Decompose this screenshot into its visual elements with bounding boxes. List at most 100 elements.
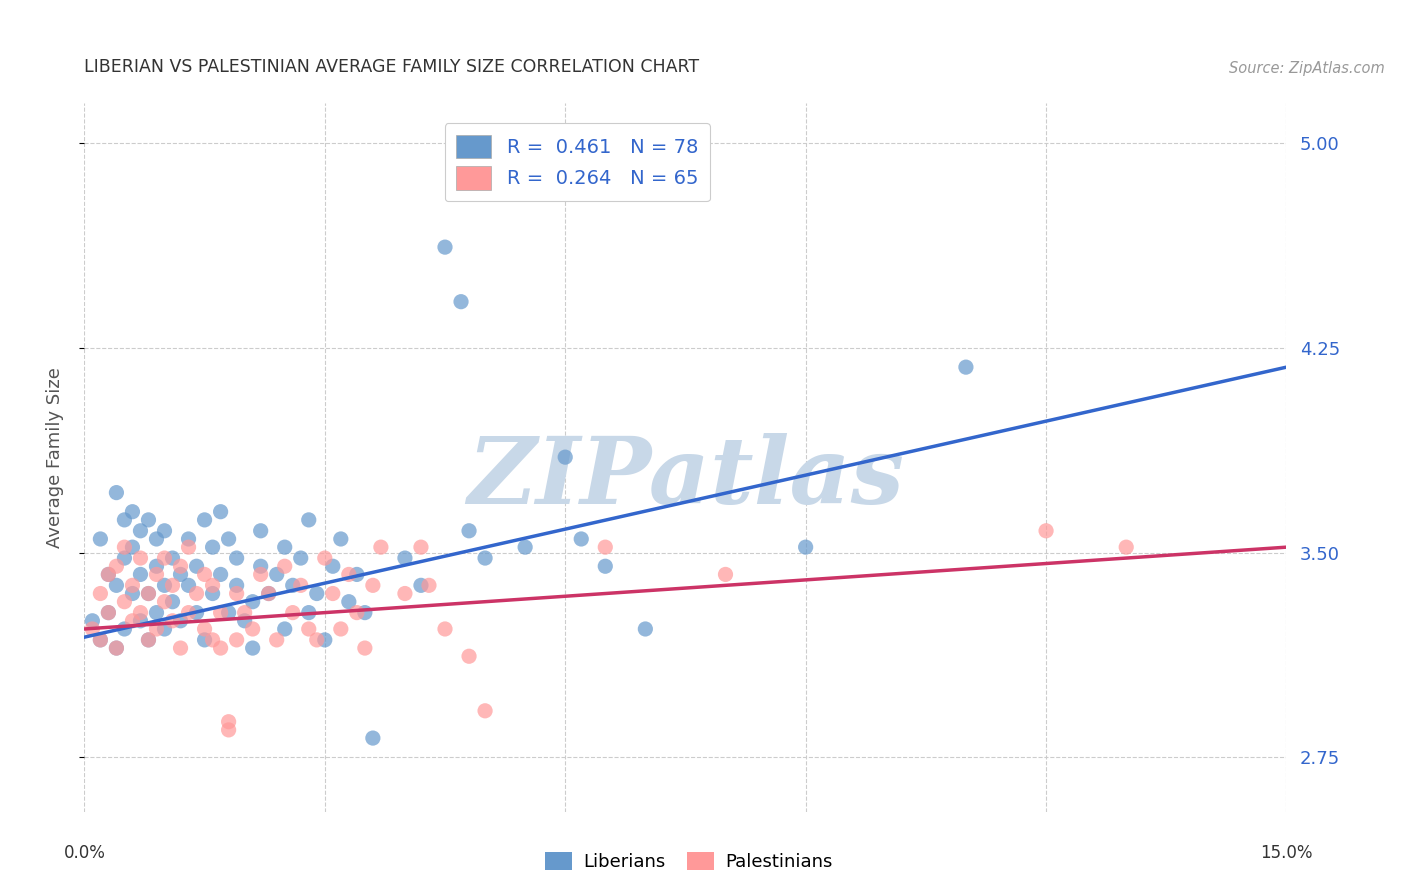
Point — [266, 567, 288, 582]
Point — [242, 595, 264, 609]
Point — [114, 595, 135, 609]
Point — [474, 551, 496, 566]
Point — [177, 540, 200, 554]
Point — [177, 578, 200, 592]
Y-axis label: Average Family Size: Average Family Size — [45, 367, 63, 548]
Point — [201, 540, 224, 554]
Point — [209, 641, 232, 656]
Point — [370, 540, 392, 554]
Point — [794, 540, 817, 554]
Point — [322, 586, 344, 600]
Point — [257, 586, 280, 600]
Point — [97, 606, 120, 620]
Point — [314, 551, 336, 566]
Point — [458, 524, 481, 538]
Point — [177, 606, 200, 620]
Point — [201, 586, 224, 600]
Point — [354, 606, 377, 620]
Point — [105, 485, 128, 500]
Point — [249, 559, 271, 574]
Point — [346, 606, 368, 620]
Point — [329, 622, 352, 636]
Point — [162, 614, 184, 628]
Point — [114, 513, 135, 527]
Point — [329, 532, 352, 546]
Point — [434, 240, 457, 254]
Point — [298, 622, 321, 636]
Point — [105, 641, 128, 656]
Point — [361, 578, 384, 592]
Point — [145, 606, 167, 620]
Point — [955, 360, 977, 375]
Point — [225, 632, 247, 647]
Point — [305, 632, 328, 647]
Point — [121, 578, 143, 592]
Point — [114, 622, 135, 636]
Point — [290, 578, 312, 592]
Text: ZIPatlas: ZIPatlas — [467, 434, 904, 524]
Point — [409, 540, 432, 554]
Point — [298, 606, 321, 620]
Point — [114, 551, 135, 566]
Point — [194, 622, 217, 636]
Point — [89, 632, 111, 647]
Point — [186, 606, 208, 620]
Point — [138, 586, 160, 600]
Point — [162, 595, 184, 609]
Point — [418, 578, 440, 592]
Point — [249, 524, 271, 538]
Point — [242, 622, 264, 636]
Point — [138, 632, 160, 647]
Point — [450, 294, 472, 309]
Point — [153, 524, 176, 538]
Point — [89, 532, 111, 546]
Point — [337, 567, 360, 582]
Point — [233, 606, 256, 620]
Point — [177, 532, 200, 546]
Point — [314, 632, 336, 647]
Point — [209, 567, 232, 582]
Point — [105, 559, 128, 574]
Point — [218, 606, 240, 620]
Point — [138, 632, 160, 647]
Point — [595, 559, 617, 574]
Point — [153, 551, 176, 566]
Point — [249, 567, 271, 582]
Point — [346, 567, 368, 582]
Point — [194, 632, 217, 647]
Point — [194, 513, 217, 527]
Point — [121, 540, 143, 554]
Point — [554, 450, 576, 465]
Point — [1115, 540, 1137, 554]
Point — [218, 714, 240, 729]
Point — [129, 567, 152, 582]
Point — [129, 606, 152, 620]
Point — [361, 731, 384, 745]
Legend: Liberians, Palestinians: Liberians, Palestinians — [538, 845, 839, 879]
Point — [209, 606, 232, 620]
Point — [145, 567, 167, 582]
Point — [225, 551, 247, 566]
Point — [354, 641, 377, 656]
Point — [218, 723, 240, 737]
Point — [515, 540, 537, 554]
Point — [595, 540, 617, 554]
Point — [458, 649, 481, 664]
Point — [281, 606, 304, 620]
Point — [162, 578, 184, 592]
Point — [105, 641, 128, 656]
Point — [209, 505, 232, 519]
Point — [257, 586, 280, 600]
Point — [121, 586, 143, 600]
Point — [290, 551, 312, 566]
Point — [266, 632, 288, 647]
Point — [186, 559, 208, 574]
Point — [409, 578, 432, 592]
Point — [242, 641, 264, 656]
Point — [129, 524, 152, 538]
Text: 15.0%: 15.0% — [1260, 844, 1313, 862]
Point — [186, 586, 208, 600]
Text: Source: ZipAtlas.com: Source: ZipAtlas.com — [1229, 61, 1385, 76]
Point — [169, 614, 191, 628]
Point — [105, 578, 128, 592]
